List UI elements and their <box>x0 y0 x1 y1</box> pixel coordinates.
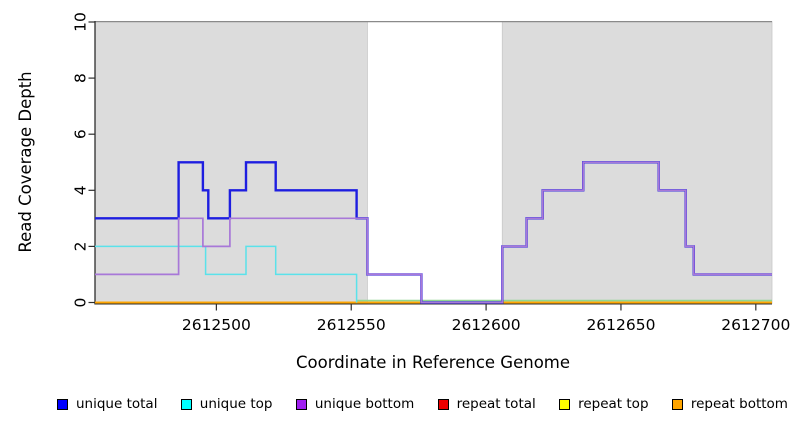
y-tick-label: 10 <box>71 12 89 32</box>
unique-total-swatch-icon <box>57 398 68 410</box>
plot-layer: 2612500 2612550 2612600 2612650 2612700 0 2 4 6 8… <box>71 12 790 334</box>
legend-item-unique-top: unique top <box>180 396 273 412</box>
y-tick-label: 8 <box>71 73 89 83</box>
legend-label: repeat bottom <box>690 396 788 412</box>
y-axis-title: Read Coverage Depth <box>16 71 35 252</box>
x-tick-label: 2612600 <box>452 316 521 334</box>
repeat-total-swatch-icon <box>437 398 449 410</box>
legend-item-repeat-top: repeat top <box>559 396 649 412</box>
series-unique-top <box>95 245 358 303</box>
unique-top-swatch-icon <box>180 398 192 410</box>
x-tick-label: 2612500 <box>182 316 251 334</box>
legend: unique total unique top unique bottom re… <box>0 396 792 412</box>
legend-label: repeat total <box>456 396 536 412</box>
y-tick-label: 6 <box>71 129 89 139</box>
x-tick-label: 2612650 <box>586 316 655 334</box>
y-tick-label: 0 <box>71 298 89 308</box>
legend-item-unique-total: unique total <box>57 396 157 412</box>
coverage-plot: 2612500 2612550 2612600 2612650 2612700 0 2 4 6 8… <box>16 12 790 372</box>
legend-item-repeat-total: repeat total <box>437 396 536 412</box>
legend-label: unique top <box>199 396 273 412</box>
legend-label: repeat top <box>578 396 649 412</box>
y-tick-label: 4 <box>71 185 89 195</box>
x-tick-label: 2612550 <box>317 316 386 334</box>
legend-label: unique bottom <box>314 396 415 412</box>
repeat-top-swatch-icon <box>559 398 571 410</box>
x-axis-title: Coordinate in Reference Genome <box>296 353 570 372</box>
series-unique-bottom <box>95 161 772 304</box>
x-tick-label: 2612700 <box>721 316 790 334</box>
legend-label: unique total <box>76 396 158 412</box>
unique-bottom-swatch-icon <box>295 398 307 410</box>
axes <box>94 21 772 305</box>
legend-item-repeat-bottom: repeat bottom <box>671 396 788 412</box>
repeat-bottom-swatch-icon <box>671 398 683 410</box>
legend-item-unique-bottom: unique bottom <box>295 396 415 412</box>
y-tick-label: 2 <box>71 241 89 251</box>
repeat-region-shade <box>94 21 368 304</box>
